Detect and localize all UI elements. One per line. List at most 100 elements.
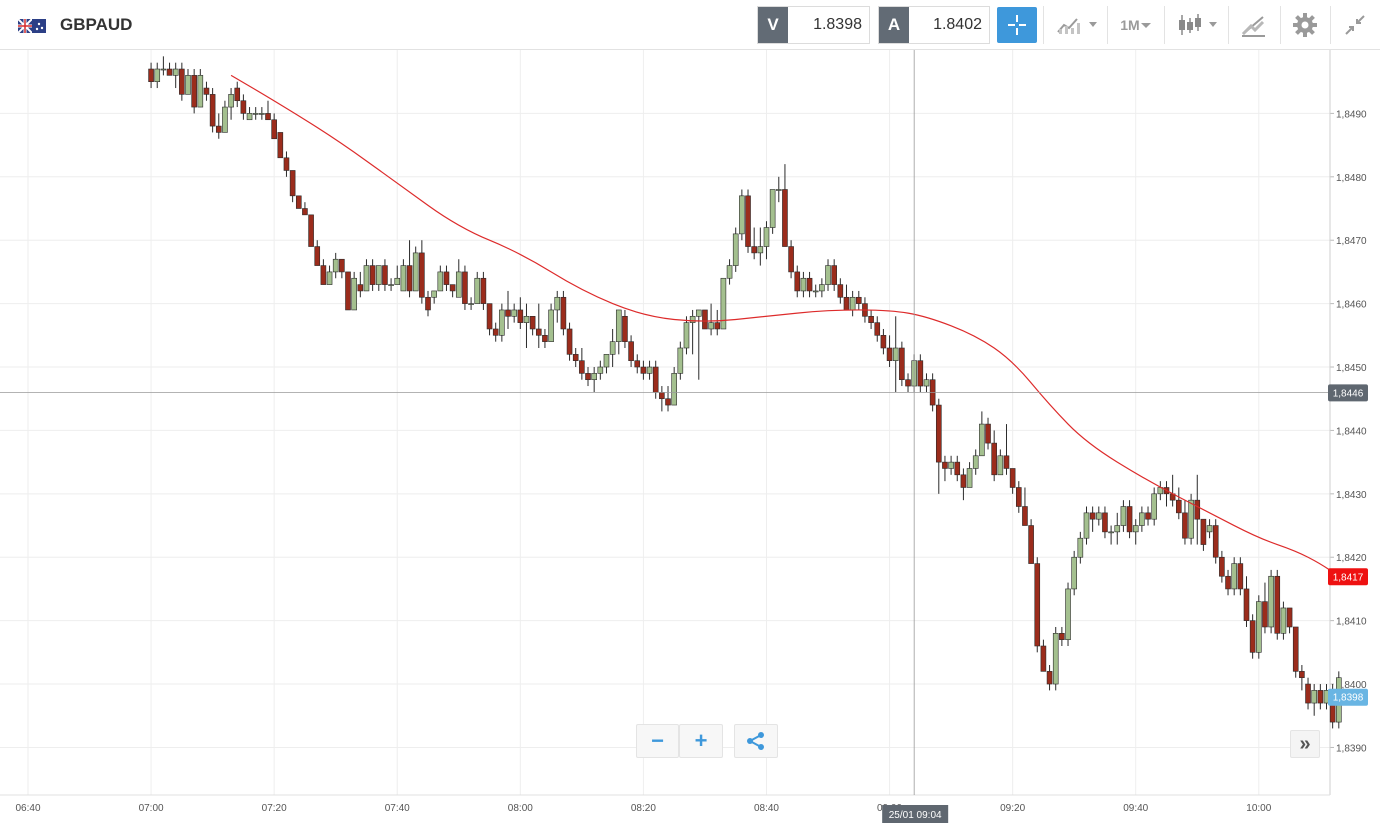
candle-body xyxy=(382,265,388,285)
candle-body xyxy=(400,265,407,292)
candle xyxy=(886,335,893,368)
candle xyxy=(455,259,462,298)
candle xyxy=(369,259,376,291)
candle xyxy=(480,271,487,310)
candle-body xyxy=(997,455,1004,476)
candle-body xyxy=(1151,493,1157,520)
candle-body xyxy=(363,265,370,292)
crosshair-button[interactable] xyxy=(997,7,1037,43)
candle-body xyxy=(166,68,173,76)
candle-body xyxy=(172,68,179,76)
timeframe-dropdown[interactable]: 1M xyxy=(1113,6,1159,44)
candle xyxy=(1046,665,1053,691)
collapse-button[interactable] xyxy=(1336,6,1374,44)
chart-type-button[interactable] xyxy=(1050,6,1102,44)
moving-average-line xyxy=(230,74,1340,577)
candle-body xyxy=(548,309,554,342)
flag-icon xyxy=(18,19,46,33)
candle-body xyxy=(1132,525,1139,533)
candle-body xyxy=(615,309,622,342)
candle-body xyxy=(1188,499,1194,539)
share-button[interactable] xyxy=(734,724,778,758)
candle-body xyxy=(917,360,924,387)
candle-body xyxy=(979,423,985,457)
y-tick-label: 1,8420 xyxy=(1336,553,1367,564)
candle xyxy=(209,88,216,133)
candle-body xyxy=(505,309,511,317)
candle xyxy=(905,373,911,393)
candle xyxy=(1139,506,1145,532)
candle xyxy=(1182,500,1188,545)
candle xyxy=(1243,576,1250,627)
candle-body xyxy=(831,265,837,285)
x-tick-label: 07:20 xyxy=(262,803,287,814)
zoom-in-button[interactable]: + xyxy=(679,724,723,758)
candle xyxy=(326,265,333,285)
candle xyxy=(172,62,179,89)
candle-body xyxy=(948,461,954,469)
candle-body xyxy=(868,315,874,323)
candle-body xyxy=(332,258,339,273)
candle-body xyxy=(720,277,727,330)
candle xyxy=(825,259,831,291)
candle xyxy=(1256,595,1262,659)
candle xyxy=(843,284,850,311)
candle xyxy=(1292,626,1299,678)
candle-body xyxy=(283,157,290,171)
candle-body xyxy=(215,125,222,133)
candle-body xyxy=(726,265,733,279)
drawing-tools-button[interactable] xyxy=(1234,6,1274,44)
candle-body xyxy=(314,246,321,266)
candle xyxy=(1200,518,1207,551)
scroll-right-button[interactable]: » xyxy=(1290,730,1320,758)
candle-body xyxy=(1305,683,1311,704)
candle xyxy=(351,271,357,311)
candle xyxy=(474,271,481,304)
candle xyxy=(406,240,413,298)
candlestick-button[interactable] xyxy=(1170,6,1222,44)
buy-price-box[interactable]: A 1.8402 xyxy=(878,6,990,44)
candle xyxy=(529,315,536,336)
candle-body xyxy=(1280,607,1287,634)
settings-button[interactable] xyxy=(1286,6,1324,44)
candle xyxy=(511,303,517,323)
candle-body xyxy=(449,284,456,292)
candle-body xyxy=(1274,575,1281,634)
candle xyxy=(609,328,616,368)
candle-body xyxy=(1206,525,1213,533)
candle xyxy=(375,265,382,291)
candle xyxy=(855,290,862,310)
candle-body xyxy=(529,315,536,330)
candle-body xyxy=(1083,512,1090,539)
candle xyxy=(948,455,954,475)
candle xyxy=(892,316,899,393)
candle xyxy=(794,265,801,298)
candle xyxy=(837,278,844,304)
candle-body xyxy=(1268,575,1274,628)
candle-body xyxy=(899,347,905,381)
candle xyxy=(179,62,185,101)
candle xyxy=(160,56,167,76)
candle-body xyxy=(431,290,437,298)
candle-body xyxy=(855,296,862,304)
candle xyxy=(1034,557,1041,653)
candle-body xyxy=(1065,588,1071,640)
candle-body xyxy=(837,284,844,298)
candle-body xyxy=(339,258,345,273)
candle xyxy=(677,341,684,380)
candle-body xyxy=(228,94,234,108)
candle xyxy=(1059,626,1065,646)
candle-body xyxy=(905,379,911,387)
candle-body xyxy=(1040,645,1047,672)
price-chart[interactable]: 1,84901,84801,84701,84601,84501,84401,84… xyxy=(0,50,1380,824)
candle-body xyxy=(419,252,425,298)
candle xyxy=(542,328,548,348)
candle xyxy=(1280,601,1287,640)
candle-body xyxy=(1089,512,1096,520)
candle-body xyxy=(326,271,333,285)
candle-body xyxy=(794,271,801,292)
candle xyxy=(154,62,161,89)
zoom-out-button[interactable]: − xyxy=(636,724,679,758)
sell-price-box[interactable]: V 1.8398 xyxy=(757,6,870,44)
candle xyxy=(1188,493,1194,545)
